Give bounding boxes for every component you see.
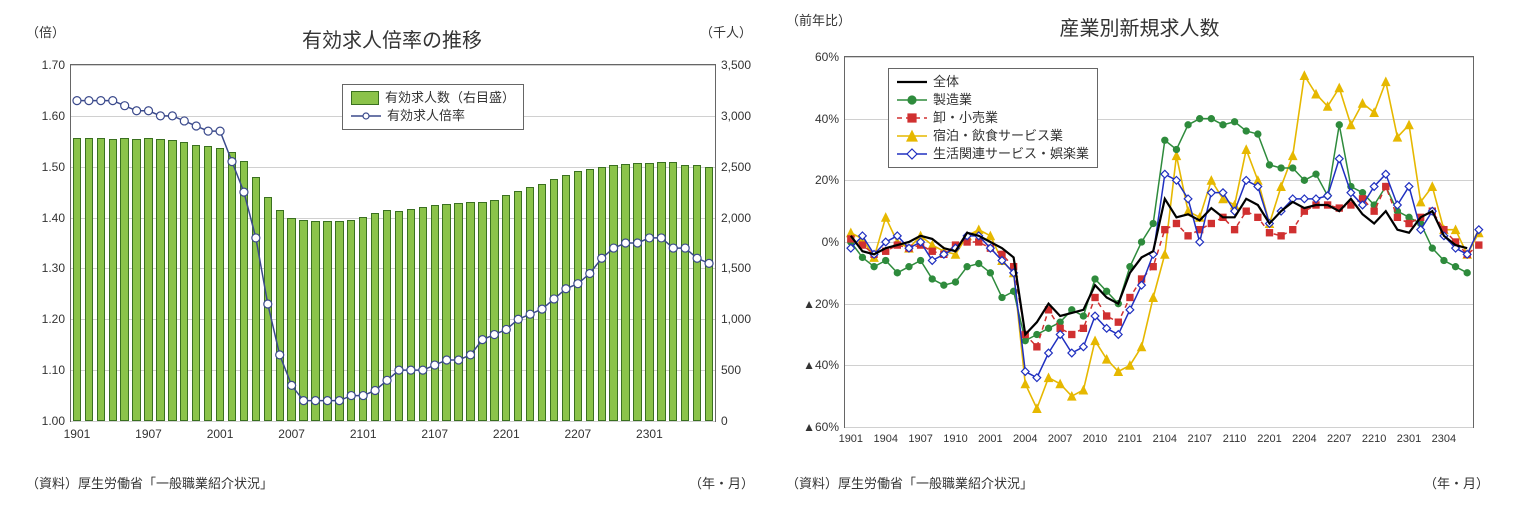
legend-label-line: 有効求人倍率: [387, 107, 465, 125]
x-tick: 2007: [278, 427, 305, 441]
x-tick: 2301: [636, 427, 663, 441]
left-legend: 有効求人数（右目盛） 有効求人倍率: [342, 84, 524, 130]
legend-swatch: [897, 75, 927, 89]
left-chart: （倍） 有効求人倍率の推移 （千人） 1.001.101.201.301.401…: [22, 10, 762, 496]
legend-row: 全体: [897, 73, 1089, 91]
y-left-tick: 1.40: [25, 211, 65, 225]
x-tick: 2107: [421, 427, 448, 441]
x-tick: 1901: [839, 433, 863, 445]
left-title: 有効求人倍率の推移: [22, 24, 762, 53]
x-tick: 1907: [908, 433, 932, 445]
x-tick: 1901: [64, 427, 91, 441]
legend-label: 製造業: [933, 91, 972, 109]
gridline: [71, 421, 715, 422]
x-tick: 2301: [1397, 433, 1421, 445]
legend-label: 生活関連サービス・娯楽業: [933, 145, 1089, 163]
x-tick: 1904: [873, 433, 897, 445]
legend-swatch: [897, 129, 927, 143]
legend-swatch-line: [351, 109, 381, 123]
legend-label: 宿泊・飲食サービス業: [933, 127, 1063, 145]
x-tick: 2007: [1048, 433, 1072, 445]
x-tick: 2004: [1013, 433, 1037, 445]
left-time-note: （年・月）: [689, 473, 754, 492]
y-tick: 40%: [789, 112, 839, 126]
legend-swatch: [897, 93, 927, 107]
y-left-tick: 1.70: [25, 58, 65, 72]
y-right-tick: 500: [721, 363, 741, 377]
y-left-tick: 1.60: [25, 109, 65, 123]
y-tick: 20%: [789, 173, 839, 187]
x-tick: 2304: [1432, 433, 1456, 445]
right-ylabel: （千人）: [700, 22, 752, 41]
right-time-note: （年・月）: [1424, 473, 1489, 492]
right-legend: 全体製造業卸・小売業宿泊・飲食サービス業生活関連サービス・娯楽業: [888, 68, 1098, 168]
y-right-tick: 2,000: [721, 211, 751, 225]
y-tick: 60%: [789, 50, 839, 64]
right-chart: （前年比） 産業別新規求人数 ▲60%▲40%▲20%0%20%40%60%19…: [782, 10, 1497, 496]
x-tick: 2001: [978, 433, 1002, 445]
legend-swatch: [897, 111, 927, 125]
x-tick: 2010: [1083, 433, 1107, 445]
y-right-tick: 1,000: [721, 312, 751, 326]
legend-label: 卸・小売業: [933, 109, 998, 127]
x-tick: 2104: [1153, 433, 1177, 445]
x-tick: 2201: [1257, 433, 1281, 445]
x-tick: 2107: [1187, 433, 1211, 445]
x-tick: 2210: [1362, 433, 1386, 445]
y-right-tick: 0: [721, 414, 728, 428]
y-right-tick: 2,500: [721, 160, 751, 174]
y-right-tick: 1,500: [721, 261, 751, 275]
right-source: （資料）厚生労働省「一般職業紹介状況」: [786, 473, 1033, 492]
legend-row: 卸・小売業: [897, 109, 1089, 127]
legend-row: 生活関連サービス・娯楽業: [897, 145, 1089, 163]
y-left-tick: 1.20: [25, 312, 65, 326]
y-tick: ▲60%: [789, 420, 839, 434]
y-left-tick: 1.10: [25, 363, 65, 377]
left-source: （資料）厚生労働省「一般職業紹介状況」: [26, 473, 273, 492]
y-tick: ▲40%: [789, 358, 839, 372]
y-right-tick: 3,500: [721, 58, 751, 72]
y-left-tick: 1.00: [25, 414, 65, 428]
legend-row: 宿泊・飲食サービス業: [897, 127, 1089, 145]
x-tick: 1910: [943, 433, 967, 445]
x-tick: 1907: [135, 427, 162, 441]
y-left-tick: 1.50: [25, 160, 65, 174]
x-tick: 2110: [1223, 433, 1247, 445]
x-tick: 2207: [1327, 433, 1351, 445]
x-tick: 2101: [1118, 433, 1142, 445]
y-left-tick: 1.30: [25, 261, 65, 275]
legend-row: 製造業: [897, 91, 1089, 109]
gridline: [845, 427, 1473, 428]
x-tick: 2201: [493, 427, 520, 441]
legend-label-bar: 有効求人数（右目盛）: [385, 89, 515, 107]
y-tick: ▲20%: [789, 297, 839, 311]
right-title: 産業別新規求人数: [782, 12, 1497, 41]
x-tick: 2001: [207, 427, 234, 441]
x-tick: 2204: [1292, 433, 1316, 445]
y-right-tick: 3,000: [721, 109, 751, 123]
legend-label: 全体: [933, 73, 959, 91]
legend-swatch-bar: [351, 91, 379, 105]
x-tick: 2101: [350, 427, 377, 441]
y-tick: 0%: [789, 235, 839, 249]
x-tick: 2207: [564, 427, 591, 441]
legend-swatch: [897, 147, 927, 161]
